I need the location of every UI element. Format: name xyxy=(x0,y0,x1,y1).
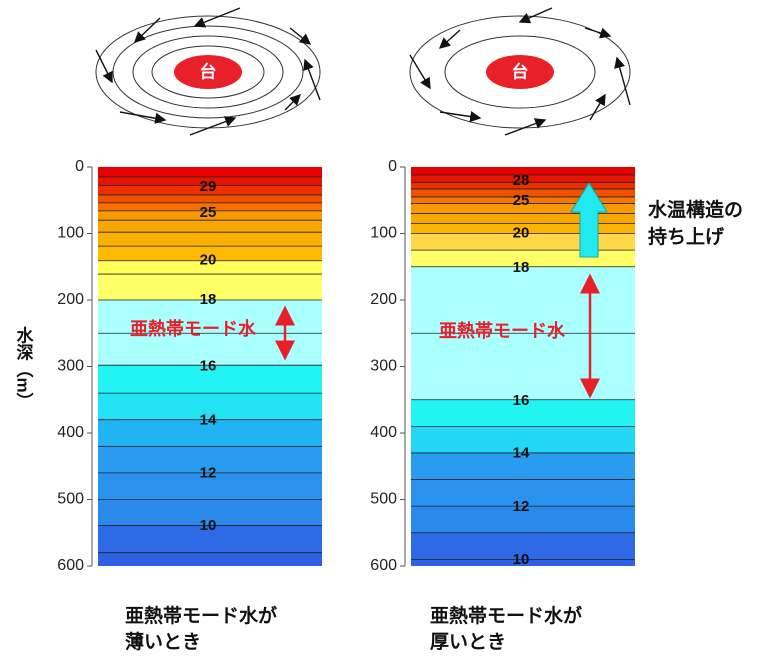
y-tick-label: 500 xyxy=(57,491,84,508)
layer xyxy=(98,232,322,246)
mode-water-label: 亜熱帯モード水 xyxy=(130,318,257,339)
isotherm-label: 16 xyxy=(200,357,217,374)
y-tick-label: 100 xyxy=(57,225,84,242)
diagram: 台 台 水深（m） 水温構造の 持ち上げ 0100200300400500600… xyxy=(0,0,766,659)
y-tick-label: 200 xyxy=(370,291,397,308)
isotherm-label: 14 xyxy=(200,411,217,428)
mode-water-label: 亜熱帯モード水 xyxy=(439,320,566,341)
isotherm-label: 14 xyxy=(513,445,530,462)
annotation: 持ち上げ xyxy=(648,225,725,248)
layer xyxy=(98,220,322,232)
isotherm-label: 20 xyxy=(200,252,217,269)
y-tick-label: 400 xyxy=(370,424,397,441)
y-tick-label: 200 xyxy=(57,291,84,308)
layer xyxy=(411,214,635,224)
y-tick-label: 0 xyxy=(75,158,84,175)
isotherm-label: 25 xyxy=(513,192,530,209)
panels: 01002003004005006002925201816141210亜熱帯モー… xyxy=(57,158,635,653)
isotherm-label: 18 xyxy=(513,259,530,276)
y-tick-label: 300 xyxy=(370,358,397,375)
isotherm-label: 10 xyxy=(200,517,217,534)
isotherm-label: 10 xyxy=(513,551,530,568)
y-tick-label: 400 xyxy=(57,424,84,441)
y-tick-label: 300 xyxy=(57,358,84,375)
y-axis-label: 水深（m） xyxy=(14,325,34,409)
isotherm-label: 29 xyxy=(200,178,217,195)
typhoon-label: 台 xyxy=(200,61,217,81)
layer xyxy=(98,167,322,177)
isotherm-label: 16 xyxy=(513,392,530,409)
y-tick-label: 0 xyxy=(388,158,397,175)
isotherm-label: 12 xyxy=(513,498,530,515)
isotherm-label: 18 xyxy=(200,291,217,308)
caption: 厚いとき xyxy=(430,631,506,653)
y-tick-label: 600 xyxy=(370,557,397,574)
y-tick-label: 100 xyxy=(370,225,397,242)
layer xyxy=(98,195,322,203)
y-tick-label: 500 xyxy=(370,491,397,508)
caption: 亜熱帯モード水が xyxy=(430,604,582,627)
caption: 亜熱帯モード水が xyxy=(125,604,277,627)
layer xyxy=(411,333,635,400)
isotherm-label: 12 xyxy=(200,465,217,482)
layer xyxy=(98,553,322,566)
y-tick-label: 600 xyxy=(57,557,84,574)
caption: 薄いとき xyxy=(125,631,201,653)
isotherm-label: 20 xyxy=(513,224,530,241)
annotation: 水温構造の xyxy=(648,198,743,221)
isotherm-label: 28 xyxy=(513,172,530,189)
typhoon-label: 台 xyxy=(512,61,529,81)
isotherm-label: 25 xyxy=(200,204,217,221)
